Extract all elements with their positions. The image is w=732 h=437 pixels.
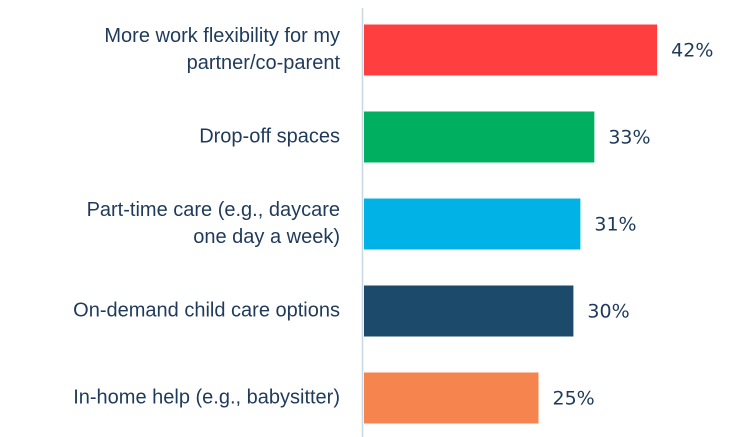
bar [364,198,581,250]
category-label: partner/co-parent [187,52,341,74]
data-label: 33% [608,127,650,149]
data-label: 25% [553,388,595,410]
category-label: Part-time care (e.g., daycare [87,199,340,221]
bar [364,372,539,424]
bar [364,111,595,163]
category-label: On-demand child care options [73,299,340,321]
category-label: Drop-off spaces [199,125,340,147]
data-label: 31% [594,214,636,236]
category-label: In-home help (e.g., babysitter) [73,386,340,408]
bar [364,24,658,76]
data-label: 30% [587,301,629,323]
data-label: 42% [671,40,713,62]
bar [364,285,574,337]
category-label: More work flexibility for my [104,25,340,47]
category-label: one day a week) [193,226,340,248]
